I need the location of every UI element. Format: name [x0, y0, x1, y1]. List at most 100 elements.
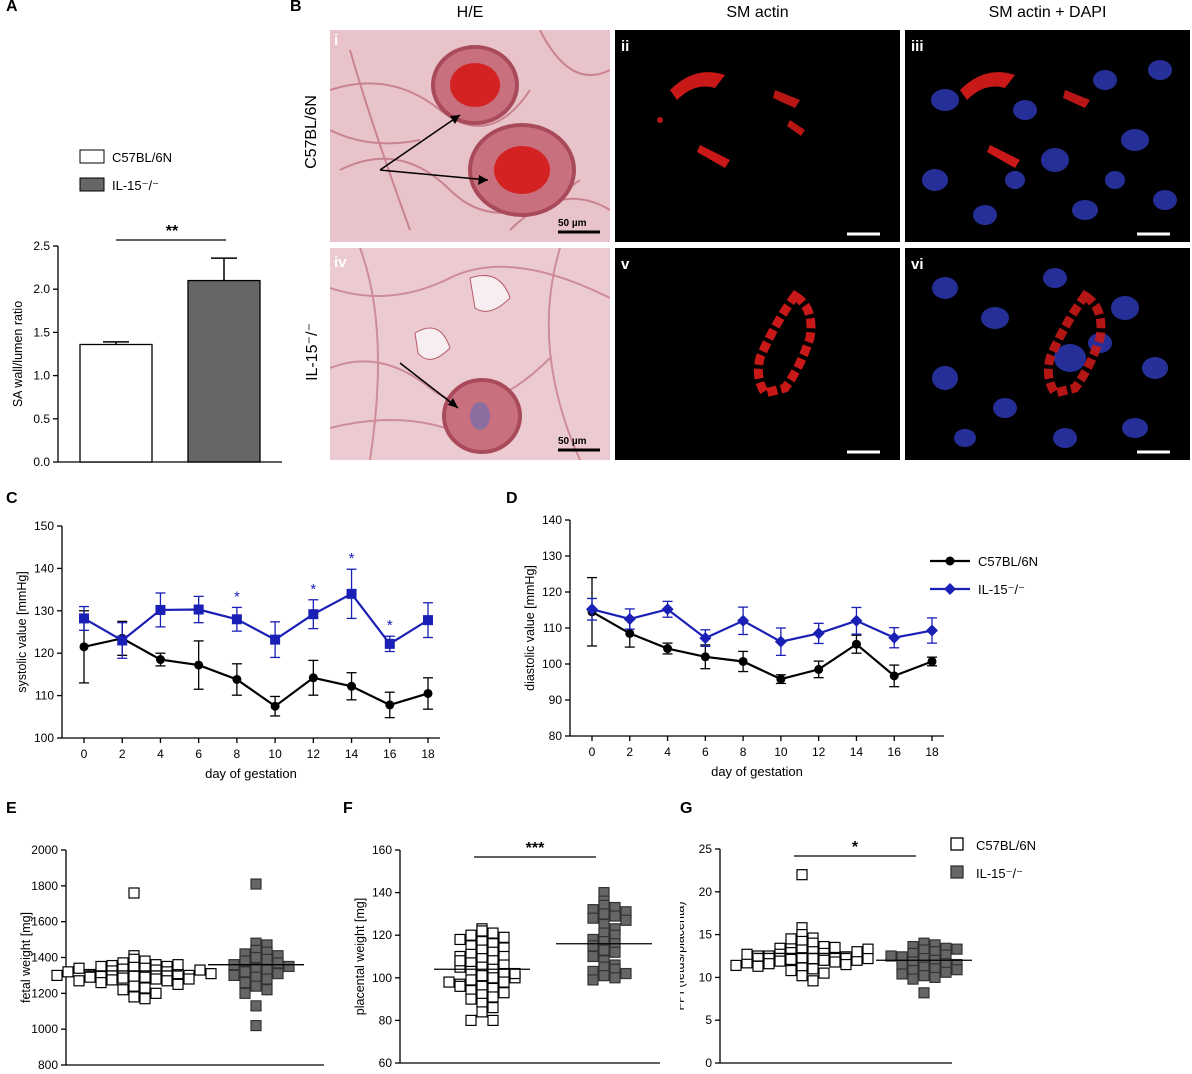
panel-label-a: A — [6, 0, 18, 15]
d-point — [926, 624, 938, 637]
d-x-tick-label: 8 — [740, 745, 747, 759]
e-data-point — [250, 951, 262, 964]
d-point — [814, 664, 824, 674]
f-data-point — [465, 929, 477, 941]
g-data-point — [774, 955, 786, 967]
roman-v: v — [621, 256, 630, 273]
g-y-label: FPI (fetus/placenta) — [680, 901, 687, 1010]
f-data-point — [598, 970, 610, 982]
f-data-point — [476, 1006, 488, 1018]
g-legend-marker — [950, 837, 964, 851]
f-y-tick-label: 60 — [379, 1056, 393, 1070]
d-legend-label: IL-15⁻/⁻ — [978, 582, 1025, 597]
e-y-tick-label: 800 — [38, 1058, 58, 1072]
e-y-label: fetal weight [mg] — [19, 912, 33, 1003]
g-data-point — [929, 971, 941, 983]
f-data-point — [587, 940, 599, 952]
f-data-point — [598, 944, 610, 956]
col-header-sm-actin-dapi: SM actin + DAPI — [988, 4, 1107, 21]
roman-ii: ii — [621, 38, 630, 55]
e-data-point — [139, 982, 151, 994]
e-data-point — [239, 955, 251, 967]
d-point — [661, 603, 674, 616]
e-data-point — [139, 971, 151, 983]
c-x-tick-label: 10 — [268, 747, 282, 761]
micrograph-he-wt: i 50 µm — [330, 30, 610, 242]
g-data-point — [752, 960, 764, 972]
g-legend-label: IL-15⁻/⁻ — [976, 866, 1023, 881]
f-data-point — [498, 931, 510, 943]
d-y-tick-label: 110 — [543, 621, 562, 635]
g-data-point — [807, 952, 819, 965]
d-point — [851, 639, 861, 649]
roman-iii: iii — [911, 38, 924, 55]
e-data-point — [139, 993, 151, 1005]
f-data-point — [476, 970, 488, 982]
dapi-wt-image — [922, 60, 1177, 236]
g-data-point — [840, 958, 852, 971]
row-label-wt: C57BL/6N — [303, 95, 320, 169]
c-sig-star: * — [234, 588, 240, 605]
chart-c: 100 110 120 130 140 150 systolic value [mmHg] 0… — [15, 519, 440, 781]
d-point — [625, 628, 635, 638]
c-point — [270, 701, 280, 711]
he-wt-image — [330, 30, 610, 242]
f-data-point — [443, 976, 455, 988]
g-data-point — [730, 959, 742, 972]
c-x-label: day of gestation — [205, 766, 297, 781]
d-legend-label: C57BL/6N — [978, 554, 1038, 569]
scale-text-i: 50 µm — [558, 218, 587, 229]
g-sig-stars: * — [852, 839, 859, 856]
f-data-point — [598, 908, 610, 920]
e-data-point — [228, 969, 240, 982]
d-point — [889, 671, 899, 681]
a-legend-label: IL-15⁻/⁻ — [112, 178, 159, 193]
c-y-label: systolic value [mmHg] — [15, 571, 29, 693]
micrograph-actin-ko: v — [615, 248, 900, 460]
f-data-point — [487, 1002, 499, 1014]
roman-vi: vi — [911, 256, 924, 273]
e-data-point — [106, 974, 118, 986]
d-x-tick-label: 4 — [664, 745, 671, 759]
f-data-point — [587, 974, 599, 986]
g-data-point — [940, 966, 952, 978]
g-y-tick-label: 5 — [705, 1013, 712, 1027]
f-data-point — [476, 925, 488, 937]
e-data-point — [51, 969, 63, 982]
g-data-point — [752, 950, 764, 962]
f-sig-stars: *** — [526, 840, 545, 857]
e-data-point — [205, 968, 217, 980]
g-data-point — [862, 943, 874, 955]
e-data-point — [261, 973, 273, 985]
col-header-sm-actin: SM actin — [726, 4, 789, 21]
d-x-label: day of gestation — [711, 764, 803, 779]
roman-iv: iv — [334, 254, 347, 271]
dapi-ko-image — [932, 268, 1170, 454]
d-point — [850, 614, 863, 627]
c-point — [423, 688, 433, 698]
f-data-point — [620, 914, 632, 926]
c-y-tick-label: 110 — [35, 689, 54, 703]
d-point — [700, 652, 710, 662]
g-data-point — [918, 987, 930, 999]
he-ko-image — [330, 248, 610, 460]
g-data-point — [896, 968, 908, 980]
c-point — [423, 615, 433, 626]
c-y-tick-label: 120 — [34, 646, 54, 660]
g-data-point — [763, 958, 775, 970]
a-legend-swatch — [79, 149, 105, 164]
c-point — [79, 613, 89, 624]
c-point — [155, 655, 165, 665]
c-sig-star: * — [310, 581, 316, 598]
e-y-tick-label: 1000 — [31, 1022, 58, 1036]
f-data-point — [454, 933, 466, 946]
a-sig-stars: ** — [166, 223, 179, 240]
e-y-tick-label: 1400 — [31, 951, 58, 965]
f-y-tick-label: 100 — [372, 971, 392, 985]
e-data-point — [283, 960, 295, 973]
c-y-tick-label: 150 — [34, 519, 54, 533]
e-data-point — [117, 984, 129, 996]
g-data-point — [885, 950, 897, 962]
c-point — [346, 588, 357, 599]
e-data-point — [150, 973, 162, 985]
